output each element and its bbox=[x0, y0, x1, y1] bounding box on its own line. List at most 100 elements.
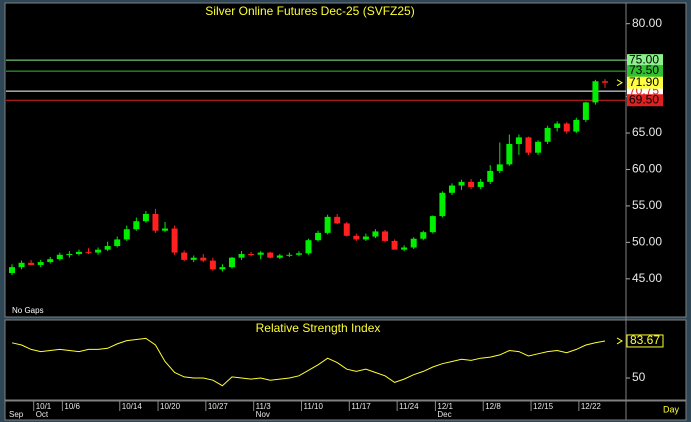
period-label: Day bbox=[663, 404, 680, 414]
candle-body bbox=[286, 254, 293, 256]
x-tick-label: 11/17 bbox=[351, 402, 371, 411]
chart-title: Silver Online Futures Dec-25 (SVFZ25) bbox=[205, 4, 414, 18]
candle-body bbox=[582, 102, 589, 120]
candle-body bbox=[573, 119, 580, 132]
candle-body bbox=[391, 240, 398, 250]
candle-body bbox=[448, 185, 455, 193]
candle-body bbox=[535, 141, 542, 153]
candle-body bbox=[372, 231, 379, 237]
candle-body bbox=[563, 123, 570, 132]
candle-body bbox=[219, 267, 226, 270]
candle-body bbox=[200, 257, 207, 261]
note: No Gaps bbox=[12, 306, 44, 315]
candle-body bbox=[468, 181, 475, 187]
candle-body bbox=[267, 252, 274, 258]
last-price-arrow bbox=[616, 79, 623, 87]
candle-body bbox=[37, 262, 44, 265]
candle-body bbox=[439, 192, 446, 217]
x-tick-label: 10/20 bbox=[160, 402, 181, 411]
month-label: Nov bbox=[256, 410, 270, 419]
candle-body bbox=[410, 238, 417, 248]
candle-body bbox=[104, 246, 111, 250]
candle-body bbox=[56, 254, 63, 260]
x-tick-label: 11/24 bbox=[399, 402, 419, 411]
candle-body bbox=[496, 164, 503, 171]
x-tick-label: 10/27 bbox=[208, 402, 229, 411]
y-tick-label: 65.00 bbox=[632, 125, 662, 139]
candle-body bbox=[525, 137, 532, 153]
candle-body bbox=[477, 181, 484, 187]
rsi-tick-label: 50 bbox=[632, 370, 646, 384]
candle-body bbox=[181, 252, 188, 260]
candle-body bbox=[315, 232, 322, 241]
candle-body bbox=[95, 249, 102, 253]
y-tick-label: 55.00 bbox=[632, 198, 662, 212]
candle-body bbox=[305, 240, 312, 254]
candle-body bbox=[162, 228, 169, 231]
candle-body bbox=[228, 257, 235, 268]
candle-body bbox=[487, 170, 494, 182]
x-tick-label: 12/8 bbox=[485, 402, 501, 411]
rsi-last-box bbox=[626, 334, 664, 348]
x-tick-label: 12/1 bbox=[437, 402, 453, 411]
y-tick-label: 50.00 bbox=[632, 235, 662, 249]
candle-body bbox=[295, 253, 302, 255]
candle-body bbox=[602, 81, 608, 83]
level-label: 73.50 bbox=[629, 63, 659, 77]
x-tick-label: 10/6 bbox=[64, 402, 80, 411]
x-tick-label: 11/3 bbox=[256, 402, 272, 411]
candle-body bbox=[133, 221, 140, 230]
rsi-title: Relative Strength Index bbox=[256, 321, 381, 335]
month-label: Oct bbox=[36, 410, 49, 419]
date-axis bbox=[4, 400, 687, 421]
candle-body bbox=[75, 251, 82, 255]
candle-body bbox=[592, 81, 599, 103]
candle-body bbox=[334, 216, 341, 224]
candle-body bbox=[114, 239, 121, 247]
x-tick-label: 10/1 bbox=[36, 402, 52, 411]
last-price-box bbox=[627, 76, 663, 89]
rsi-arrow bbox=[616, 337, 623, 345]
x-tick-label: 12/22 bbox=[581, 402, 602, 411]
candle-body bbox=[209, 260, 216, 270]
candle-body bbox=[152, 213, 159, 231]
price-panel bbox=[4, 2, 687, 318]
y-tick-label: 45.00 bbox=[632, 271, 662, 285]
rsi-line bbox=[11, 337, 606, 387]
candle-body bbox=[85, 251, 92, 253]
x-tick-label: 12/15 bbox=[533, 402, 554, 411]
candle-body bbox=[9, 267, 15, 273]
y-tick-label: 60.00 bbox=[632, 162, 662, 176]
candle-body bbox=[276, 255, 283, 258]
candle-body bbox=[123, 229, 130, 240]
candle-body bbox=[401, 247, 408, 250]
y-tick-label: 80.00 bbox=[632, 16, 662, 30]
candle-body bbox=[142, 213, 149, 222]
month-label: Sep bbox=[9, 410, 24, 419]
candle-body bbox=[171, 228, 178, 253]
level-box bbox=[627, 54, 663, 67]
candle-body bbox=[343, 223, 350, 236]
candle-body bbox=[324, 216, 331, 233]
candle-body bbox=[257, 252, 264, 255]
candle-body bbox=[362, 236, 369, 240]
last-price-label: 71.90 bbox=[629, 75, 659, 89]
candle-body bbox=[554, 123, 561, 128]
level-box bbox=[627, 94, 663, 107]
month-label: Dec bbox=[437, 410, 451, 419]
candle-body bbox=[515, 137, 522, 144]
level-label: 75.00 bbox=[629, 52, 659, 66]
candle-body bbox=[429, 216, 436, 233]
candle-body bbox=[238, 254, 245, 258]
candle-body bbox=[47, 259, 54, 263]
level-box bbox=[627, 65, 663, 78]
rsi-last-label: 83.67 bbox=[630, 333, 660, 347]
candle-body bbox=[458, 181, 465, 186]
candle-body bbox=[248, 254, 255, 256]
candle-body bbox=[190, 257, 197, 260]
candle-body bbox=[353, 235, 360, 240]
candle-body bbox=[420, 232, 427, 239]
candle-body bbox=[28, 262, 35, 265]
candle-body bbox=[544, 127, 551, 142]
